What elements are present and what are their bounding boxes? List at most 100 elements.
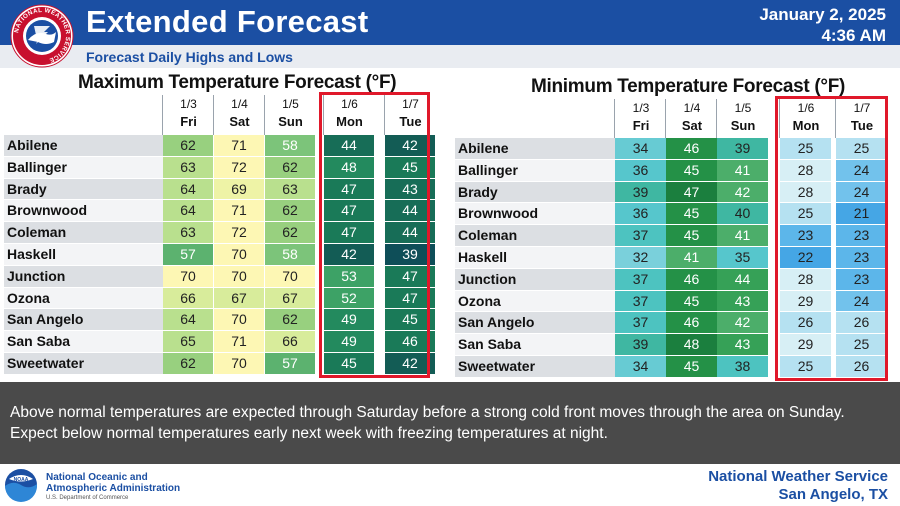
max-temp-cell: 44 [385, 222, 435, 243]
min-city-label: Haskell [455, 247, 615, 268]
max-temp-cell: 47 [385, 265, 435, 287]
max-city-label: Ozona [4, 287, 163, 309]
min-temp-cell: 25 [836, 334, 887, 355]
min-temp-cell: 43 [717, 334, 768, 355]
max-temp-cell: 57 [265, 353, 315, 374]
min-temp-cell: 25 [836, 138, 887, 159]
max-temp-cell: 45 [324, 353, 374, 374]
min-temp-cell: 40 [717, 203, 768, 225]
office-location: San Angelo, TX [778, 486, 888, 503]
max-temp-cell: 62 [265, 156, 315, 178]
max-temp-cell: 47 [324, 178, 374, 200]
min-temp-cell: 23 [780, 225, 831, 246]
column-divider [716, 99, 717, 138]
max-col-day: Fri [180, 114, 197, 129]
max-col-header: 1/5 Sun [265, 97, 316, 129]
max-city-label: San Angelo [4, 309, 163, 331]
min-col-header: 1/7 Tue [836, 101, 888, 133]
min-temp-cell: 37 [615, 225, 666, 246]
max-temp-cell: 62 [265, 200, 315, 222]
min-temp-cell: 41 [717, 225, 768, 246]
max-cold-days-highlight [319, 92, 430, 378]
max-temp-cell: 62 [163, 135, 213, 156]
min-temp-cell: 24 [836, 290, 887, 312]
max-temp-cell: 42 [385, 353, 435, 374]
max-col-date: 1/3 [180, 97, 197, 111]
max-temp-cell: 46 [385, 331, 435, 352]
min-temp-cell: 32 [615, 247, 666, 268]
min-temp-cell: 38 [717, 356, 768, 377]
issued-date: January 2, 2025 [759, 5, 886, 24]
min-temp-cell: 26 [780, 312, 831, 334]
max-city-label: Ballinger [4, 156, 163, 178]
min-col-header: 1/6 Mon [780, 101, 832, 133]
max-temp-cell: 70 [214, 353, 264, 374]
min-col-header: 1/3 Fri [615, 101, 667, 133]
min-temp-cell: 25 [780, 356, 831, 377]
min-col-header: 1/5 Sun [717, 101, 769, 133]
max-temp-cell: 45 [385, 309, 435, 331]
header-bar: Extended Forecast January 2, 2025 4:36 A… [0, 0, 900, 45]
min-city-label: Sweetwater [455, 356, 615, 377]
min-temp-cell: 37 [615, 312, 666, 334]
max-temp-cell: 67 [214, 287, 264, 309]
max-temp-cell: 70 [214, 309, 264, 331]
min-city-label: Junction [455, 268, 615, 290]
min-table-title: Minimum Temperature Forecast (°F) [531, 76, 846, 97]
max-temp-cell: 47 [324, 200, 374, 222]
max-temp-cell: 45 [385, 156, 435, 178]
min-temp-cell: 25 [780, 203, 831, 225]
column-divider [665, 99, 666, 138]
column-divider [323, 95, 324, 135]
max-temp-cell: 64 [163, 178, 213, 200]
min-temp-cell: 28 [780, 181, 831, 203]
max-temp-cell: 39 [385, 244, 435, 265]
min-col-date: 1/5 [734, 101, 752, 115]
min-city-label: San Angelo [455, 312, 615, 334]
page-title: Extended Forecast [86, 4, 369, 39]
min-temp-cell: 29 [780, 290, 831, 312]
min-col-header: 1/4 Sat [666, 101, 718, 133]
min-temp-cell: 35 [717, 247, 768, 268]
column-divider [162, 95, 163, 135]
column-divider [264, 95, 265, 135]
min-col-day: Sun [730, 118, 756, 133]
min-cold-days-highlight [775, 96, 888, 381]
min-temp-cell: 42 [717, 181, 768, 203]
min-temp-cell: 29 [780, 334, 831, 355]
min-temp-cell: 23 [836, 268, 887, 290]
issued-time: 4:36 AM [821, 26, 886, 45]
max-temp-cell: 67 [265, 287, 315, 309]
min-temp-cell: 46 [666, 268, 717, 290]
min-city-label: Brownwood [455, 203, 615, 225]
min-temp-cell: 34 [615, 356, 666, 377]
nws-logo: NATIONAL WEATHER SERVICE [10, 4, 74, 68]
column-divider [384, 95, 385, 135]
max-temp-cell: 52 [324, 287, 374, 309]
max-col-day: Mon [336, 114, 363, 129]
min-temp-cell: 45 [666, 356, 717, 377]
max-city-label: San Saba [4, 331, 163, 352]
min-temp-cell: 37 [615, 290, 666, 312]
noaa-logo: NOAA [5, 469, 37, 502]
max-temp-cell: 53 [324, 265, 374, 287]
min-temp-cell: 41 [717, 159, 768, 181]
max-temp-cell: 49 [324, 309, 374, 331]
min-col-date: 1/6 [797, 101, 815, 115]
min-temp-cell: 45 [666, 203, 717, 225]
min-temp-cell: 23 [836, 247, 887, 268]
min-city-label: Ballinger [455, 159, 615, 181]
min-col-day: Tue [850, 118, 874, 133]
max-city-label: Junction [4, 265, 163, 287]
min-col-day: Mon [792, 118, 820, 133]
max-col-header: 1/6 Mon [324, 97, 375, 129]
max-temp-cell: 71 [214, 135, 264, 156]
max-temp-cell: 70 [163, 265, 213, 287]
max-temp-cell: 71 [214, 200, 264, 222]
min-temp-cell: 36 [615, 203, 666, 225]
min-temp-cell: 48 [666, 334, 717, 355]
min-city-label: Coleman [455, 225, 615, 246]
min-col-date: 1/3 [632, 101, 650, 115]
max-col-day: Sat [229, 114, 250, 129]
min-temp-cell: 21 [836, 203, 887, 225]
